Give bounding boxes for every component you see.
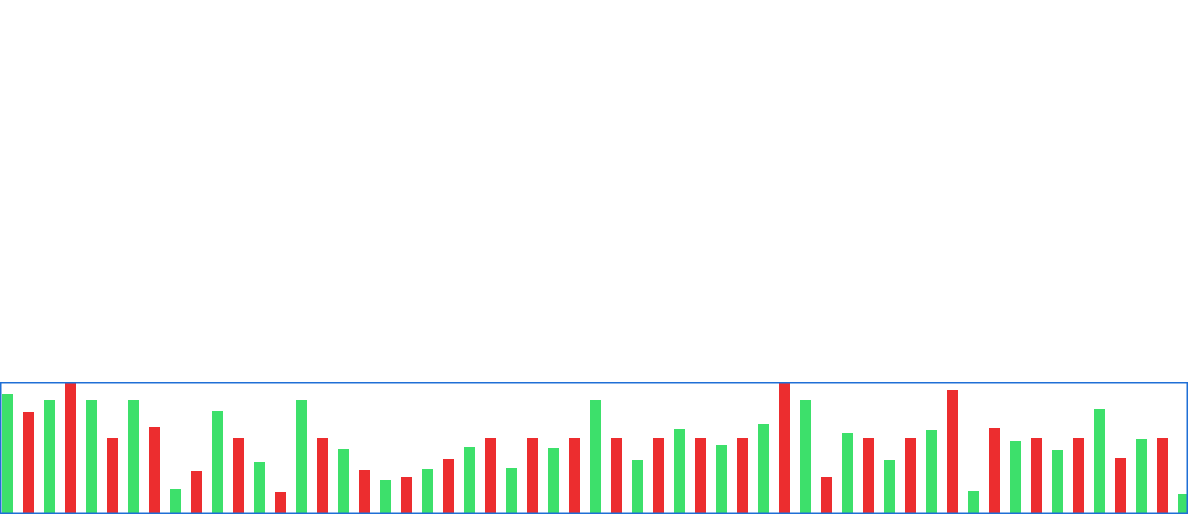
volume-bar <box>611 438 622 513</box>
volume-bar <box>485 438 496 513</box>
volume-bar <box>65 383 76 513</box>
volume-bar <box>569 438 580 513</box>
volume-bar <box>128 400 139 513</box>
volume-bar <box>149 427 160 513</box>
volume-bar <box>1178 494 1188 513</box>
volume-bar <box>317 438 328 513</box>
volume-bar <box>338 449 349 513</box>
volume-bar <box>1094 409 1105 513</box>
volume-bar <box>1136 439 1147 513</box>
panel-frame <box>0 382 1188 514</box>
volume-bar <box>590 400 601 513</box>
volume-bar <box>233 438 244 513</box>
volume-bar <box>191 471 202 513</box>
volume-bar <box>170 489 181 513</box>
volume-bar <box>737 438 748 513</box>
volume-bar <box>905 438 916 513</box>
volume-bar <box>884 460 895 513</box>
volume-bar <box>86 400 97 513</box>
volume-bar <box>1010 441 1021 513</box>
volume-bar <box>107 438 118 513</box>
volume-bar <box>716 445 727 513</box>
volume-bar <box>863 438 874 513</box>
volume-bar <box>527 438 538 513</box>
volume-bar <box>2 394 13 513</box>
volume-bar <box>821 477 832 513</box>
volume-bar <box>23 412 34 513</box>
volume-bar <box>968 491 979 513</box>
volume-bar <box>947 390 958 513</box>
volume-bar <box>443 459 454 513</box>
volume-bar <box>674 429 685 513</box>
volume-bar <box>212 411 223 513</box>
volume-bar <box>653 438 664 513</box>
volume-bar <box>401 477 412 513</box>
volume-bar <box>1073 438 1084 513</box>
volume-bar <box>800 400 811 513</box>
volume-bar <box>842 433 853 513</box>
volume-bar <box>44 400 55 513</box>
volume-bar <box>548 448 559 513</box>
volume-bar <box>632 460 643 513</box>
volume-bar <box>359 470 370 513</box>
volume-bar <box>422 469 433 513</box>
volume-bar <box>254 462 265 513</box>
volume-bar <box>779 383 790 513</box>
volume-bar <box>1115 458 1126 513</box>
volume-bar <box>695 438 706 513</box>
volume-bar <box>1052 450 1063 513</box>
volume-bar <box>1031 438 1042 513</box>
volume-bar <box>380 480 391 513</box>
volume-bar <box>464 447 475 513</box>
volume-bar <box>926 430 937 513</box>
volume-bar <box>758 424 769 513</box>
volume-bar <box>506 468 517 513</box>
volume-bar <box>296 400 307 513</box>
volume-bar <box>275 492 286 513</box>
volume-bar <box>989 428 1000 513</box>
volume-bar <box>1157 438 1168 513</box>
